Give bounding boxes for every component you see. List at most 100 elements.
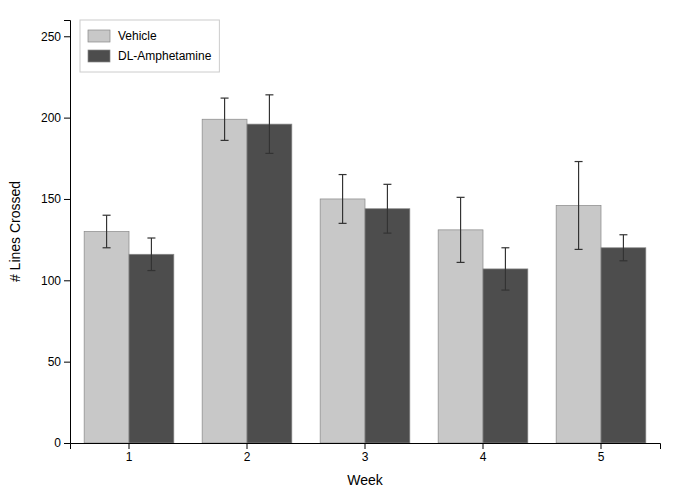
error-bar-cap [457, 197, 465, 198]
x-axis: 1 2 3 4 5 [71, 443, 661, 464]
x-tick-label: 3 [362, 450, 369, 464]
x-tick-label: 1 [126, 450, 133, 464]
error-bar-stem [224, 98, 225, 140]
y-tick-label: 200 [41, 111, 61, 125]
error-bar [221, 98, 229, 140]
x-tick-mark [365, 443, 366, 449]
bar [320, 199, 365, 443]
error-bar-stem [151, 238, 152, 271]
y-tick: 0 [54, 436, 70, 450]
error-bar-cap [147, 270, 155, 271]
x-tick-mark [129, 443, 130, 449]
bar [601, 248, 646, 443]
error-bar-cap [339, 174, 347, 175]
bar-series [84, 119, 601, 443]
y-tick-label: 50 [48, 355, 62, 369]
error-bar-cap [501, 289, 509, 290]
bar [84, 232, 129, 444]
x-tick-label: 4 [480, 450, 487, 464]
y-tick-label: 250 [41, 30, 61, 44]
y-tick: 200 [41, 111, 70, 125]
y-axis-title: # Lines Crossed [7, 181, 23, 282]
error-bar-stem [505, 248, 506, 290]
x-tick-mark [601, 443, 602, 449]
x-tick-label: 5 [598, 450, 605, 464]
error-bar [383, 184, 391, 233]
x-axis-title: Week [347, 472, 384, 488]
error-bar [457, 197, 465, 262]
error-bar-cap [383, 184, 391, 185]
error-bar [575, 162, 583, 250]
error-bar [501, 248, 509, 290]
error-bar-stem [623, 235, 624, 261]
marks [84, 95, 646, 443]
error-bars [147, 95, 627, 290]
error-bar-cap [221, 97, 229, 98]
legend-frame [80, 20, 219, 72]
y-tick-mark [64, 36, 70, 37]
y-tick: 150 [41, 192, 70, 206]
error-bar-stem [269, 95, 270, 154]
error-bar [265, 95, 273, 154]
error-bar [103, 215, 111, 248]
error-bar-stem [460, 197, 461, 262]
error-bar-cap [619, 260, 627, 261]
error-bar-cap [501, 247, 509, 248]
legend-swatch [88, 50, 110, 62]
error-bar-stem [342, 175, 343, 224]
error-bar [147, 238, 155, 271]
x-tick: 2 [244, 443, 251, 464]
y-axis: 0 50 100 150 200 250 [41, 21, 71, 451]
error-bar-cap [575, 249, 583, 250]
y-tick-label: 100 [41, 274, 61, 288]
legend-label: Vehicle [118, 29, 157, 43]
error-bar-stem [387, 184, 388, 233]
error-bar-cap [265, 153, 273, 154]
error-bar-cap [619, 234, 627, 235]
error-bar-cap [147, 237, 155, 238]
error-bar-stem [106, 215, 107, 248]
x-tick-mark [483, 443, 484, 449]
plot-root: 0 50 100 150 200 250 1 2 3 4 5 Week # Lines Crossed V… [7, 20, 661, 488]
legend-label: DL-Amphetamine [118, 49, 212, 63]
chart-container: 0 50 100 150 200 250 1 2 3 4 5 Week # Lines Crossed V… [0, 0, 680, 498]
y-tick-mark [64, 443, 70, 444]
error-bar-cap [575, 161, 583, 162]
error-bar [619, 235, 627, 261]
y-tick: 250 [41, 30, 70, 44]
error-bar-cap [339, 223, 347, 224]
x-axis-line [71, 444, 661, 450]
x-tick: 5 [598, 443, 605, 464]
y-tick-mark [64, 118, 70, 119]
bar [438, 230, 483, 443]
legend: Vehicle DL-Amphetamine [80, 20, 219, 72]
x-tick: 3 [362, 443, 369, 464]
y-tick: 100 [41, 274, 70, 288]
error-bar-cap [457, 262, 465, 263]
legend-swatch [88, 30, 110, 42]
error-bar-cap [103, 247, 111, 248]
x-tick: 1 [126, 443, 133, 464]
y-tick-mark [64, 280, 70, 281]
y-axis-line [64, 21, 71, 444]
x-tick-mark [247, 443, 248, 449]
y-tick-mark [64, 362, 70, 363]
y-tick: 50 [48, 355, 70, 369]
error-bar-cap [265, 94, 273, 95]
x-tick-label: 2 [244, 450, 251, 464]
error-bar-cap [221, 140, 229, 141]
bar-series [129, 124, 646, 443]
bar [365, 209, 410, 443]
chart-svg: 0 50 100 150 200 250 1 2 3 4 5 Week # Lines Crossed V… [0, 0, 680, 498]
error-bar-cap [383, 233, 391, 234]
error-bars [103, 98, 583, 262]
error-bar-stem [578, 162, 579, 250]
bar [483, 269, 528, 443]
error-bar-cap [103, 215, 111, 216]
y-tick-mark [64, 199, 70, 200]
y-tick-label: 0 [54, 436, 61, 450]
legend-item: Vehicle [88, 29, 157, 43]
error-bar [339, 175, 347, 224]
legend-item: DL-Amphetamine [88, 49, 212, 63]
bar [129, 254, 174, 443]
